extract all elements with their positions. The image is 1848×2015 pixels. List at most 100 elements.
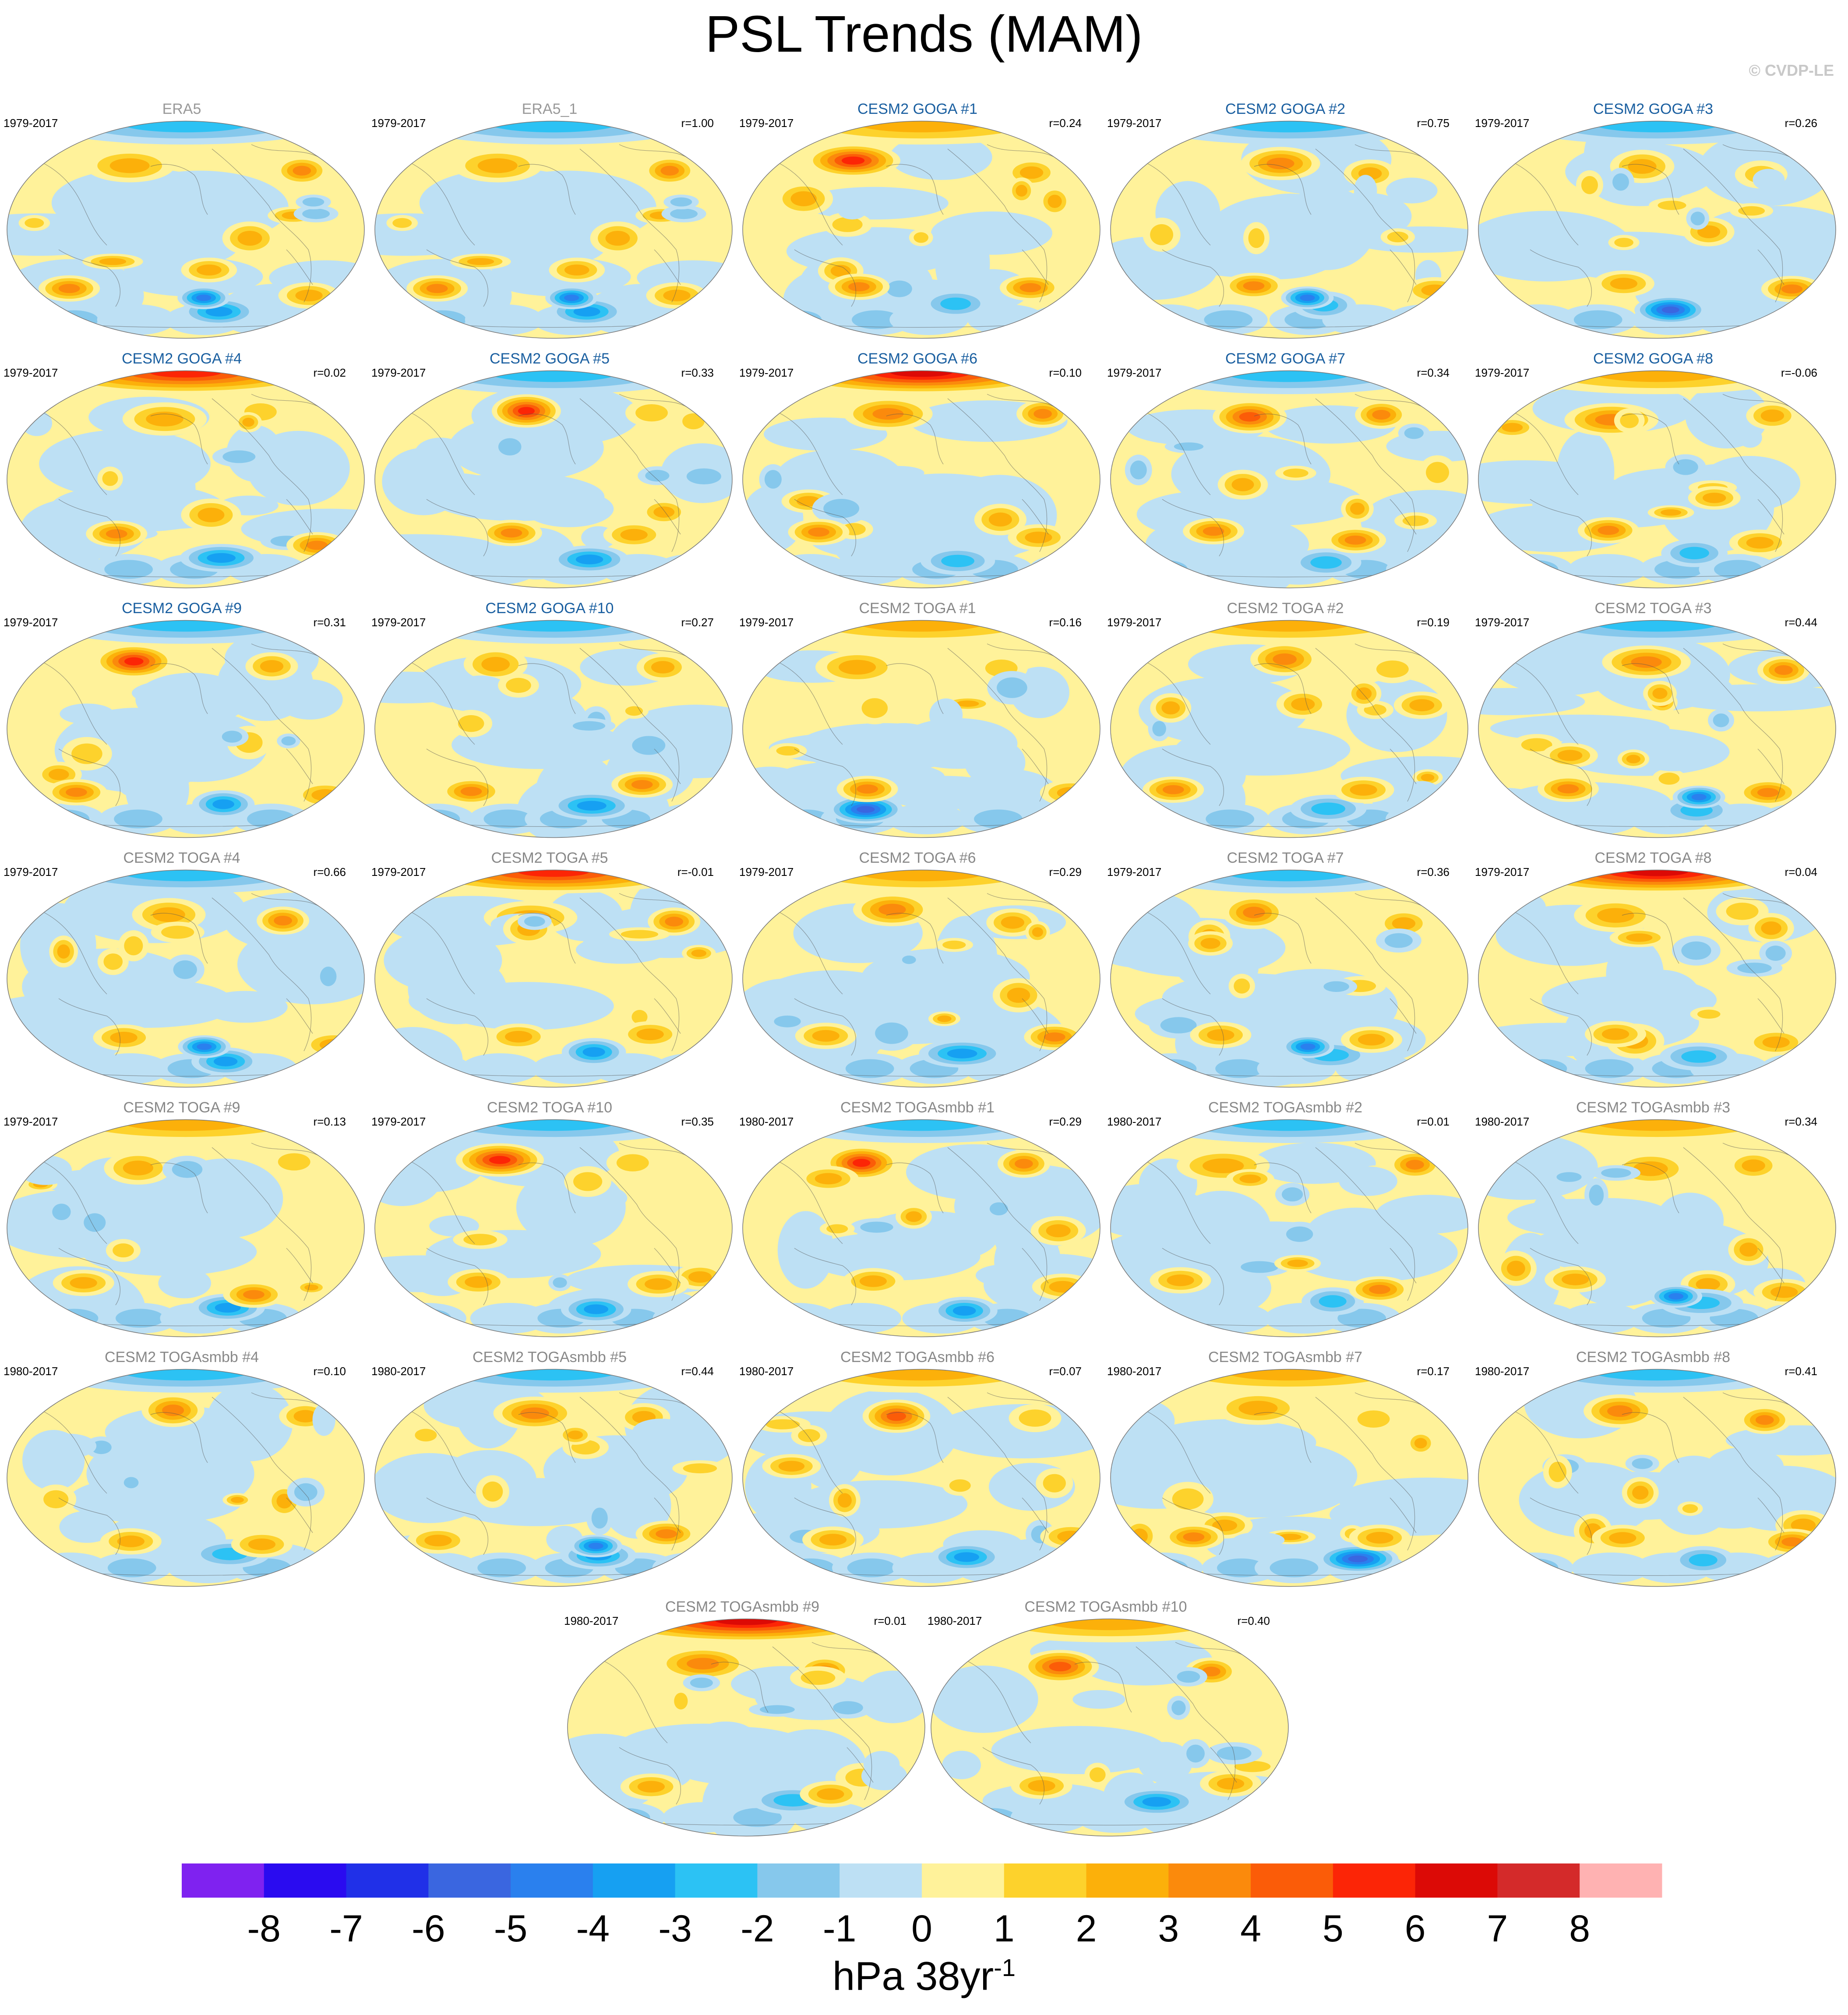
colorbar-tick-label: -1 xyxy=(823,1908,856,1950)
map-svg xyxy=(742,620,1100,838)
map-panel: 1979-2017 r=0.27 CESM2 GOGA #10 xyxy=(368,600,733,845)
panel-correlation: r=0.31 xyxy=(313,616,346,629)
map-svg xyxy=(1110,869,1468,1088)
map-panel: 1980-2017 r=0.10 CESM2 TOGAsmbb #4 xyxy=(0,1349,365,1594)
colorbar-swatch xyxy=(922,1863,1005,1898)
panel-map xyxy=(374,118,733,339)
panel-correlation: r=-0.01 xyxy=(677,865,714,879)
map-svg xyxy=(374,869,733,1088)
panel-years: 1979-2017 xyxy=(739,116,794,130)
colorbar-tick-label: -2 xyxy=(741,1908,774,1950)
map-svg xyxy=(1110,120,1468,339)
map-panel: 1980-2017 r=0.40 CESM2 TOGAsmbb #10 xyxy=(924,1599,1289,1844)
map-svg xyxy=(1478,869,1836,1088)
panel-years: 1979-2017 xyxy=(1107,116,1162,130)
panel-correlation: r=0.75 xyxy=(1417,116,1449,130)
map-field xyxy=(7,1369,364,1587)
colorbar-swatch xyxy=(511,1863,593,1898)
panel-map xyxy=(742,118,1101,339)
panel-map xyxy=(374,618,733,839)
panel-years: 1979-2017 xyxy=(4,616,58,629)
map-svg xyxy=(742,1369,1100,1587)
panel-years: 1979-2017 xyxy=(371,366,426,379)
map-svg xyxy=(1110,1119,1468,1337)
panel-map xyxy=(6,618,365,839)
panel-years: 1980-2017 xyxy=(928,1614,982,1627)
panel-years: 1979-2017 xyxy=(739,616,794,629)
panel-title: CESM2 GOGA #8 xyxy=(1593,350,1713,367)
map-svg xyxy=(1478,120,1836,339)
map-svg xyxy=(374,620,733,838)
map-field xyxy=(375,620,732,838)
panel-title: CESM2 TOGAsmbb #10 xyxy=(1024,1599,1187,1615)
panel-years: 1979-2017 xyxy=(371,865,426,879)
colorbar-tick-label: 0 xyxy=(911,1908,932,1950)
map-panel: 1979-2017 r=0.66 CESM2 TOGA #4 xyxy=(0,850,365,1095)
map-panel: 1979-2017 r=0.35 CESM2 TOGA #10 xyxy=(368,1099,733,1345)
colorbar-swatch xyxy=(1168,1863,1251,1898)
colorbar-tick-label: -5 xyxy=(494,1908,527,1950)
panel-correlation: r=0.34 xyxy=(1417,366,1449,379)
panel-correlation: r=0.34 xyxy=(1785,1115,1817,1128)
panel-title: CESM2 GOGA #6 xyxy=(857,350,977,367)
map-panel: 1980-2017 r=0.07 CESM2 TOGAsmbb #6 xyxy=(736,1349,1100,1594)
map-svg xyxy=(374,370,733,589)
panel-correlation: r=1.00 xyxy=(681,116,714,130)
panel-years: 1979-2017 xyxy=(4,1115,58,1128)
colorbar-tick-label: 1 xyxy=(994,1908,1015,1950)
panel-correlation: r=0.35 xyxy=(681,1115,714,1128)
map-panel: 1979-2017 r=0.29 CESM2 TOGA #6 xyxy=(736,850,1100,1095)
panel-correlation: r=0.10 xyxy=(313,1365,346,1378)
colorbar-tick-label: 2 xyxy=(1076,1908,1097,1950)
panel-title: CESM2 TOGA #8 xyxy=(1594,850,1712,866)
map-panel: 1979-2017 r=0.33 CESM2 GOGA #5 xyxy=(368,350,733,596)
panel-title: ERA5 xyxy=(162,101,201,117)
panel-map xyxy=(6,1117,365,1338)
panel-title: CESM2 GOGA #10 xyxy=(485,600,614,617)
map-field xyxy=(1478,870,1836,1087)
panel-years: 1979-2017 xyxy=(739,366,794,379)
panel-map xyxy=(1110,1117,1469,1338)
map-svg xyxy=(1478,620,1836,838)
panel-correlation: r=0.29 xyxy=(1049,865,1082,879)
panel-correlation: r=0.02 xyxy=(313,366,346,379)
panel-title: CESM2 TOGAsmbb #8 xyxy=(1576,1349,1731,1366)
map-panel: 1980-2017 r=0.34 CESM2 TOGAsmbb #3 xyxy=(1471,1099,1836,1345)
map-field xyxy=(1478,1119,1836,1337)
colorbar-tick-label: -4 xyxy=(576,1908,610,1950)
panel-title: CESM2 TOGAsmbb #4 xyxy=(104,1349,259,1366)
colorbar-swatch xyxy=(1086,1863,1169,1898)
panel-years: 1979-2017 xyxy=(4,366,58,379)
map-svg xyxy=(7,370,365,589)
map-field xyxy=(1478,1369,1836,1587)
panel-title: CESM2 TOGA #1 xyxy=(859,600,976,617)
colorbar-swatch xyxy=(757,1863,840,1898)
map-panel: 1979-2017 r=0.34 CESM2 GOGA #7 xyxy=(1104,350,1468,596)
panel-correlation: r=0.16 xyxy=(1049,616,1082,629)
colorbar-swatch xyxy=(839,1863,922,1898)
map-panel: 1979-2017 r=0.02 CESM2 GOGA #4 xyxy=(0,350,365,596)
map-panel: 1980-2017 r=0.01 CESM2 TOGAsmbb #2 xyxy=(1104,1099,1469,1345)
colorbar-swatch xyxy=(1497,1863,1580,1898)
panel-correlation: r=0.04 xyxy=(1785,865,1817,879)
panel-correlation: r=0.44 xyxy=(1785,616,1817,629)
map-field xyxy=(375,1119,732,1337)
panel-years: 1979-2017 xyxy=(1107,865,1162,879)
panel-correlation: r=0.41 xyxy=(1785,1365,1817,1378)
map-panel: 1979-2017 r=0.16 CESM2 TOGA #1 xyxy=(736,600,1100,845)
map-svg xyxy=(1110,370,1468,589)
panel-map xyxy=(567,1616,926,1837)
panel-correlation: r=0.26 xyxy=(1785,116,1817,130)
colorbar-tick-label: -6 xyxy=(412,1908,445,1950)
panel-correlation: r=-0.06 xyxy=(1781,366,1817,379)
map-field xyxy=(743,1369,1100,1587)
colorbar-tick-label: 4 xyxy=(1240,1908,1261,1950)
panel-years: 1979-2017 xyxy=(4,116,58,130)
map-svg xyxy=(1478,1119,1836,1337)
colorbar-swatch xyxy=(346,1863,429,1898)
copyright-label: © CVDP-LE xyxy=(1749,61,1834,79)
colorbar-tick-label: 5 xyxy=(1323,1908,1344,1950)
colorbar-tick-label: -3 xyxy=(658,1908,691,1950)
panel-years: 1980-2017 xyxy=(4,1365,58,1378)
